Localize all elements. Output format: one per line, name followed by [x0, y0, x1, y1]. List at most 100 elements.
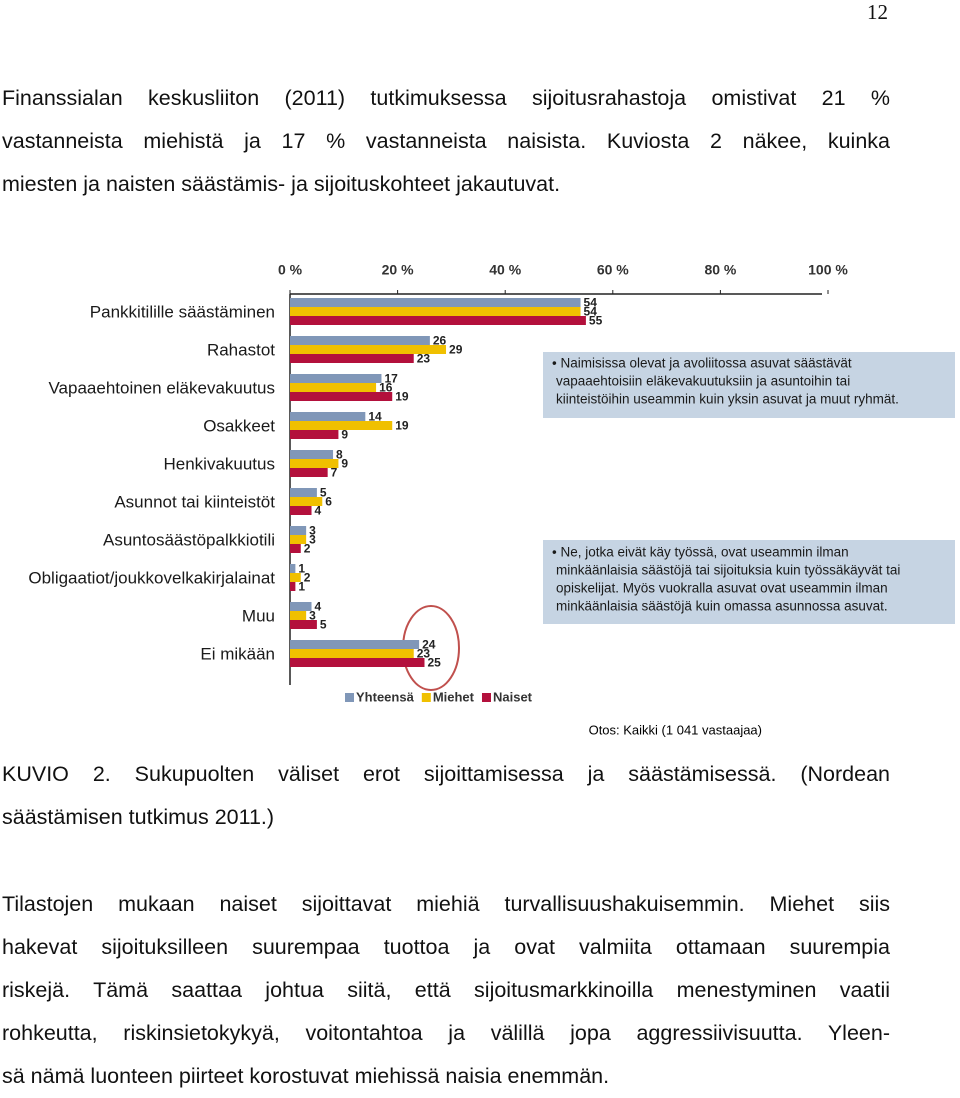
- category-label: Asunnot tai kiinteistöt: [114, 492, 275, 511]
- value-label: 9: [341, 428, 348, 442]
- bar: [290, 640, 420, 649]
- note-text: minkäänlaisia säästöjä tai sijoituksia k…: [556, 563, 900, 578]
- text-line: Finanssialan keskusliiton (2011) tutkimu…: [2, 86, 890, 110]
- value-label: 4: [315, 504, 322, 518]
- category-label: Henkivakuutus: [163, 454, 275, 473]
- category-label: Ei mikään: [200, 644, 275, 663]
- value-label: 9: [341, 457, 348, 471]
- bar: [290, 497, 323, 506]
- note-box: [543, 352, 955, 418]
- bar: [290, 450, 334, 459]
- bar: [290, 459, 339, 468]
- bar: [290, 421, 393, 430]
- value-label: 1: [298, 580, 305, 594]
- category-label: Rahastot: [207, 340, 275, 359]
- bar: [290, 573, 301, 582]
- value-label: 23: [417, 352, 431, 366]
- text-line: miesten ja naisten säästämis- ja sijoitu…: [2, 172, 561, 196]
- source-note: Otos: Kaikki (1 041 vastaajaa): [589, 722, 762, 737]
- bar: [290, 564, 296, 573]
- bar: [290, 316, 586, 325]
- bar: [290, 602, 312, 611]
- x-tick-label: 100 %: [808, 262, 848, 278]
- value-label: 23: [417, 647, 431, 661]
- note-text: • Naimisissa olevat ja avoliitossa asuva…: [552, 356, 852, 371]
- value-label: 8: [336, 448, 343, 462]
- bar: [290, 354, 414, 363]
- bar: [290, 430, 339, 439]
- note-text: minkäänlaisia säästöjä kuin omassa asunn…: [556, 599, 888, 614]
- bar: [290, 488, 317, 497]
- value-label: 7: [331, 466, 338, 480]
- legend-swatch: [345, 693, 354, 702]
- bar: [290, 336, 430, 345]
- category-label: Asuntosäästöpalkkiotili: [103, 530, 275, 549]
- page-number: 12: [867, 0, 888, 24]
- figure-caption: KUVIO 2. Sukupuolten väliset erot sijoit…: [2, 753, 890, 839]
- note-text: vapaaehtoisiin eläkevakuutuksiin ja asun…: [556, 374, 850, 389]
- value-label: 2: [304, 571, 311, 585]
- category-label: Obligaatiot/joukkovelkakirjalainat: [28, 568, 275, 587]
- legend-swatch: [481, 693, 491, 702]
- text-line: Tilastojen mukaan naiset sijoittavat mie…: [2, 892, 890, 916]
- bar: [290, 374, 382, 383]
- bar: [290, 383, 377, 392]
- value-label: 3: [309, 533, 316, 547]
- bar: [290, 298, 581, 307]
- value-label: 2: [304, 542, 311, 556]
- bar: [290, 392, 393, 401]
- legend-label: Miehet: [433, 689, 475, 704]
- value-label: 5: [320, 486, 327, 500]
- text-line: riskejä. Tämä saattaa johtua siitä, että…: [2, 978, 890, 1002]
- bar: [290, 544, 301, 553]
- value-label: 6: [325, 495, 332, 509]
- value-label: 1: [298, 562, 305, 576]
- value-label: 25: [428, 656, 442, 670]
- text-line: hakevat sijoituksilleen suurempaa tuotto…: [2, 935, 890, 959]
- legend-label: Naiset: [493, 689, 533, 704]
- value-label: 3: [309, 524, 316, 538]
- x-tick-label: 20 %: [382, 262, 414, 278]
- bar: [290, 345, 447, 354]
- paragraph: Finanssialan keskusliiton (2011) tutkimu…: [2, 77, 890, 206]
- x-tick-label: 0 %: [278, 262, 303, 278]
- value-label: 17: [384, 372, 398, 386]
- text-line: KUVIO 2. Sukupuolten väliset erot sijoit…: [2, 762, 890, 786]
- value-label: 29: [449, 343, 463, 357]
- value-label: 4: [315, 600, 322, 614]
- x-tick-label: 40 %: [489, 262, 521, 278]
- value-label: 54: [584, 296, 598, 310]
- value-label: 19: [395, 390, 409, 404]
- category-label: Muu: [242, 606, 275, 625]
- x-tick-label: 60 %: [597, 262, 629, 278]
- bar: [290, 649, 414, 658]
- bar: [290, 526, 307, 535]
- bar: [290, 535, 307, 544]
- category-label: Pankkitilille säästäminen: [90, 302, 275, 321]
- value-label: 54: [584, 305, 598, 319]
- paragraph: Tilastojen mukaan naiset sijoittavat mie…: [2, 883, 890, 1098]
- value-label: 16: [379, 381, 393, 395]
- value-label: 26: [433, 334, 447, 348]
- bar: [290, 468, 328, 477]
- legend-label: Yhteensä: [356, 689, 415, 704]
- note-text: opiskelijat. Myös vuokralla asuvat ovat …: [556, 581, 888, 596]
- value-label: 3: [309, 609, 316, 623]
- value-label: 24: [422, 638, 436, 652]
- value-label: 55: [589, 314, 603, 328]
- category-label: Vapaaehtoinen eläkevakuutus: [48, 378, 275, 397]
- bar: [290, 658, 425, 667]
- category-label: Osakkeet: [203, 416, 275, 435]
- bar: [290, 412, 366, 421]
- value-label: 14: [368, 410, 382, 424]
- legend-swatch: [421, 693, 431, 702]
- text-line: säästämisen tutkimus 2011.): [2, 805, 275, 829]
- note-text: • Ne, jotka eivät käy työssä, ovat useam…: [552, 545, 849, 560]
- x-tick-label: 80 %: [704, 262, 736, 278]
- note-box: [543, 540, 955, 624]
- text-line: vastanneista miehistä ja 17 % vastanneis…: [2, 129, 890, 153]
- bar: [290, 506, 312, 515]
- bar: [290, 582, 296, 591]
